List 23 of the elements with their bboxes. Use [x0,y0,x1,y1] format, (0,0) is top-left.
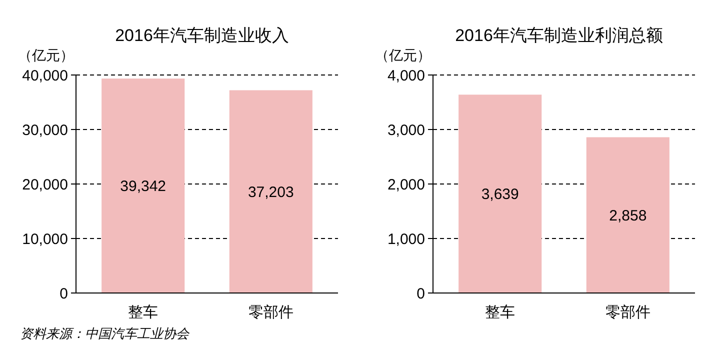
y-tick-label: 10,000 [22,230,68,248]
x-tick-label: 整车 [485,304,516,321]
data-label: 2,858 [609,207,647,224]
x-tick-label: 零部件 [248,304,294,321]
chart-title: 2016年汽车制造业收入 [115,26,289,45]
data-label: 3,639 [481,186,519,204]
y-tick-label: 3,000 [387,122,425,139]
data-label: 39,342 [120,178,166,196]
y-tick-label: 20,000 [22,176,68,194]
text: 资料来源：中国汽车工业协会 [20,326,190,341]
x-tick-label: 整车 [128,304,158,321]
y-tick-label: 30,000 [22,122,68,139]
y-tick-label: 0 [416,285,425,302]
chart-title: 2016年汽车制造业利润总额 [455,26,663,45]
y-tick-label: 0 [60,285,68,302]
y-tick-label: 4,000 [387,67,425,84]
y-tick-label: 1,000 [387,230,425,248]
y-axis-title: （亿元） [375,47,431,63]
y-axis-title: （亿元） [18,47,74,63]
y-tick-label: 2,000 [387,176,425,194]
data-label: 37,203 [248,184,294,201]
x-tick-label: 零部件 [605,304,650,321]
y-tick-label: 40,000 [22,67,68,84]
